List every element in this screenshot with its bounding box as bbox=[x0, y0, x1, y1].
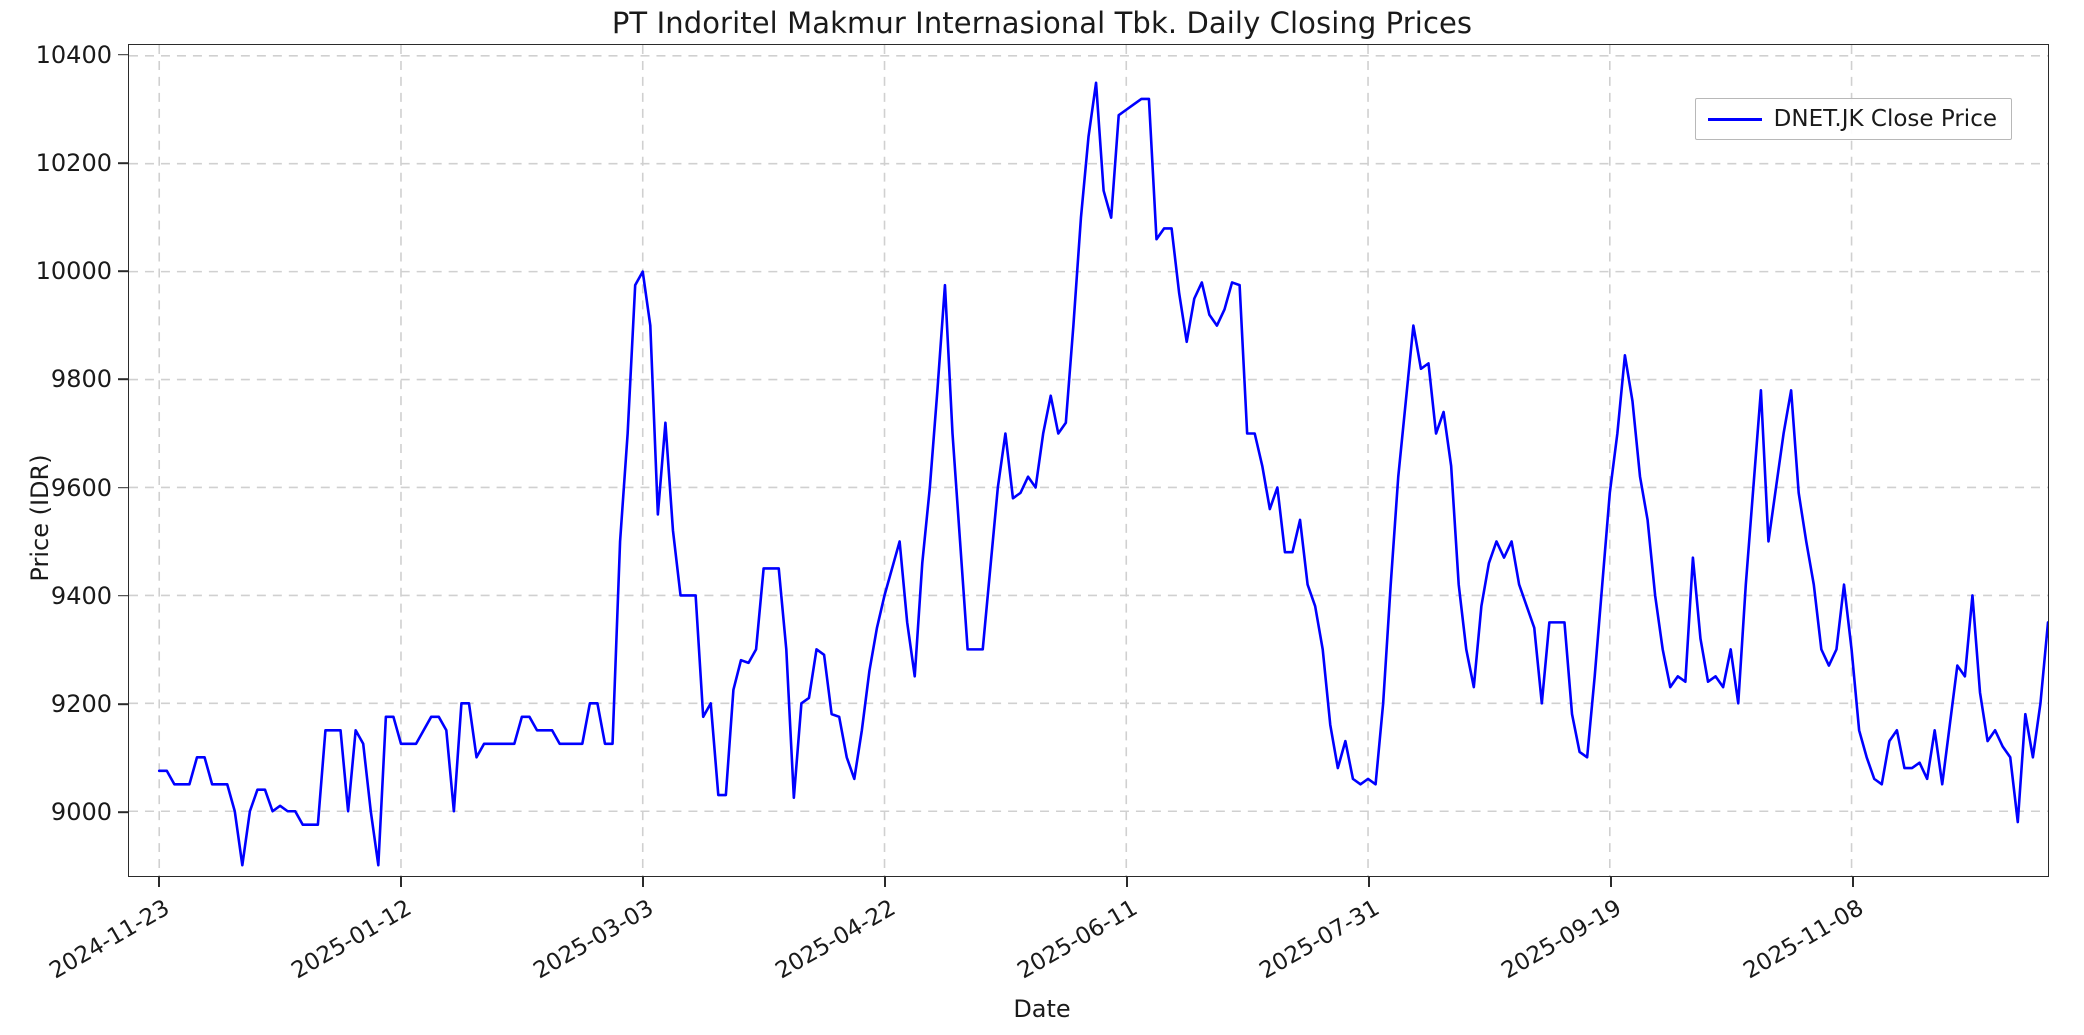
y-tick-label: 10200 bbox=[35, 149, 112, 177]
y-tick-mark bbox=[118, 54, 128, 56]
x-axis-label: Date bbox=[1013, 995, 1071, 1023]
x-tick-mark bbox=[400, 877, 402, 887]
x-tick-label: 2025-04-22 bbox=[771, 895, 901, 985]
y-tick-mark bbox=[118, 270, 128, 272]
x-tick-mark bbox=[642, 877, 644, 887]
x-tick-mark bbox=[1852, 877, 1854, 887]
grid-lines bbox=[129, 45, 2048, 876]
x-tick-mark bbox=[1610, 877, 1612, 887]
x-tick-label: 2025-11-08 bbox=[1739, 895, 1869, 985]
plot-area: DNET.JK Close Price bbox=[128, 44, 2049, 877]
y-tick-mark bbox=[118, 594, 128, 597]
y-axis-label: Price (IDR) bbox=[26, 453, 54, 582]
y-tick-label: 9200 bbox=[50, 689, 112, 718]
y-tick-mark bbox=[118, 811, 128, 813]
y-tick-label: 10400 bbox=[35, 40, 112, 69]
x-tick-label: 2025-01-12 bbox=[287, 895, 417, 985]
x-tick-label: 2025-03-03 bbox=[529, 895, 659, 985]
x-tick-label: 2024-11-23 bbox=[45, 895, 175, 985]
x-tick-mark bbox=[158, 877, 160, 887]
y-tick-mark bbox=[118, 486, 128, 489]
y-tick-label: 9400 bbox=[50, 581, 112, 610]
legend-label: DNET.JK Close Price bbox=[1773, 106, 1997, 132]
x-tick-label: 2025-09-19 bbox=[1497, 895, 1627, 985]
y-tick-mark bbox=[118, 703, 128, 705]
x-tick-label: 2025-06-11 bbox=[1013, 895, 1143, 985]
chart-legend[interactable]: DNET.JK Close Price bbox=[1694, 98, 2012, 140]
y-tick-label: 9000 bbox=[50, 798, 112, 827]
y-tick-mark bbox=[118, 162, 128, 164]
x-tick-mark bbox=[884, 877, 886, 887]
price-line-series bbox=[157, 81, 2048, 867]
y-tick-label: 9600 bbox=[50, 473, 112, 502]
chart-title: PT Indoritel Makmur Internasional Tbk. D… bbox=[611, 6, 1473, 40]
x-tick-label: 2025-07-31 bbox=[1255, 895, 1385, 985]
x-tick-mark bbox=[1368, 877, 1370, 887]
x-tick-mark bbox=[1126, 877, 1128, 887]
y-tick-label: 10000 bbox=[35, 257, 112, 286]
y-tick-label: 9800 bbox=[50, 365, 112, 394]
legend-line-swatch bbox=[1707, 117, 1762, 121]
y-tick-mark bbox=[118, 378, 128, 381]
